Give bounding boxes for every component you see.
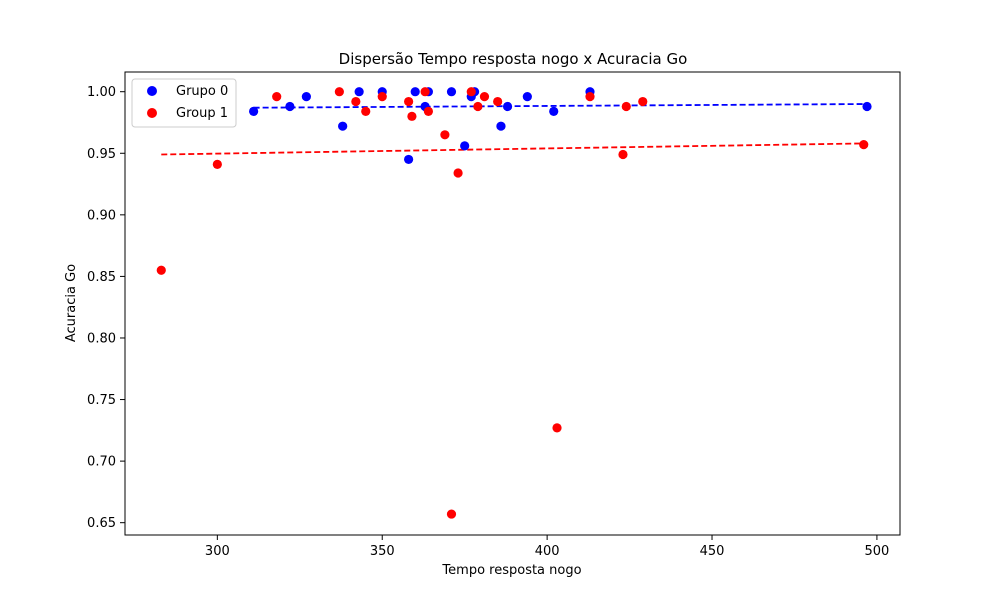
trend-lines [161,103,868,156]
data-point-series-1 [440,130,450,140]
data-point-series-1 [585,92,595,102]
data-point-series-0 [502,101,513,112]
x-tick-label: 500 [865,544,890,559]
data-points [156,87,872,519]
data-point-series-0 [410,87,420,97]
data-point-series-1 [446,509,457,519]
data-point-series-0 [301,92,311,102]
y-axis-label: Acuracia Go [64,264,79,342]
data-point-series-0 [404,154,414,165]
y-tick-label: 0.95 [87,147,116,162]
data-point-series-0 [354,87,364,97]
x-axis-label: Tempo resposta nogo [441,563,581,578]
data-point-series-1 [618,149,628,160]
data-point-series-1 [272,92,282,102]
y-tick-label: 1.00 [87,85,116,100]
data-point-series-1 [621,101,631,112]
data-point-series-1 [638,96,648,107]
data-point-series-1 [453,168,463,178]
data-point-series-0 [285,101,295,112]
data-point-series-1 [466,87,476,97]
y-axis-ticks: 0.65 0.70 0.75 0.80 0.85 0.90 0.95 1.00 [87,85,125,531]
data-point-series-1 [420,87,430,97]
plot-border [124,71,901,536]
trend-line-series-0 [253,103,868,109]
data-point-series-0 [549,106,559,117]
x-axis-ticks: 300 350 400 450 500 [205,535,889,559]
x-tick-label: 300 [205,544,230,559]
data-point-series-1 [377,92,387,102]
data-point-series-0 [496,121,506,131]
legend-box [131,78,237,128]
data-point-series-1 [423,106,434,117]
data-point-series-1 [473,101,483,112]
y-tick-label: 0.70 [87,455,116,470]
data-point-series-1 [334,87,344,97]
y-tick-label: 0.65 [87,516,116,531]
legend-marker-group-1 [147,108,157,118]
data-point-series-0 [338,121,348,131]
legend: Grupo 0 Group 1 [131,78,237,128]
data-point-series-0 [522,92,532,102]
plot-area [124,71,901,536]
data-point-series-1 [493,96,503,107]
data-point-series-1 [552,423,562,433]
data-point-series-1 [212,159,222,169]
data-point-series-1 [407,111,417,121]
data-point-series-1 [479,92,490,102]
data-point-series-0 [249,106,259,117]
y-tick-label: 0.85 [87,270,116,285]
legend-label-grupo-0: Grupo 0 [176,84,228,99]
data-point-series-1 [156,265,166,275]
trend-line-series-1 [161,142,864,156]
legend-label-group-1: Group 1 [176,106,228,121]
y-tick-label: 0.75 [87,393,116,408]
data-point-series-0 [862,101,872,112]
chart-title: Dispersão Tempo resposta nogo x Acuracia… [339,50,688,68]
y-tick-label: 0.90 [87,208,116,223]
data-point-series-0 [460,141,470,151]
data-point-series-1 [361,106,371,117]
plot-frame [125,72,900,535]
x-tick-label: 400 [535,544,560,559]
x-tick-label: 450 [700,544,725,559]
y-tick-label: 0.80 [87,331,116,346]
data-point-series-0 [446,87,457,97]
x-tick-label: 350 [370,544,395,559]
data-point-series-1 [351,96,361,107]
data-point-series-1 [859,140,869,150]
legend-marker-grupo-0 [147,86,157,96]
data-point-series-1 [404,96,414,107]
